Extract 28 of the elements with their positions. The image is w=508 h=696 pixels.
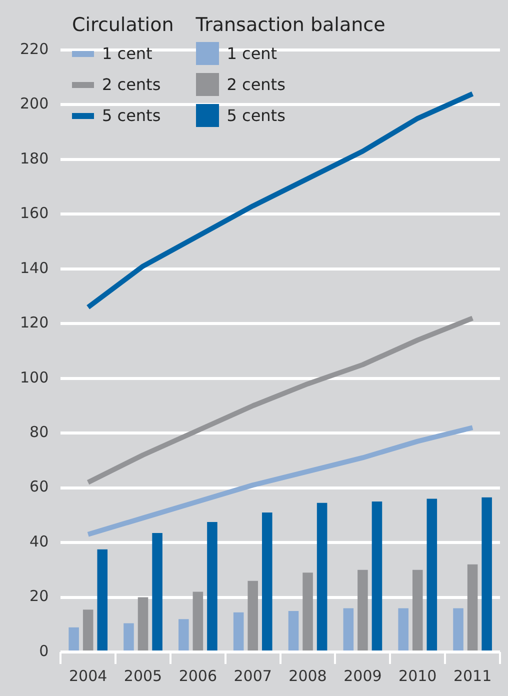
y-tick-label: 100: [20, 368, 49, 386]
x-tick-label: 2009: [344, 666, 382, 685]
y-tick-label: 160: [20, 204, 49, 222]
y-tick-label: 180: [20, 149, 49, 168]
y-tick-label: 80: [30, 422, 49, 441]
legend-label: 1 cent: [102, 44, 152, 63]
x-tick-label: 2011: [453, 666, 492, 685]
y-tick-label: 140: [20, 258, 49, 277]
x-tick-label: 2004: [68, 666, 108, 685]
legend-label: 5 cents: [226, 106, 286, 125]
legend-label: 5 cents: [102, 106, 161, 125]
y-tick-label: 20: [30, 587, 49, 606]
text: Circulation: [72, 14, 174, 36]
x-tick-label: 2007: [234, 666, 272, 685]
x-tick-label: 2006: [178, 666, 218, 685]
y-tick-label: 220: [20, 40, 49, 58]
x-tick-label: 2010: [398, 666, 437, 685]
y-tick-label: 40: [30, 532, 49, 550]
legend-label: 2 cents: [102, 75, 161, 94]
x-tick-label: 2005: [124, 666, 162, 685]
legend-label: 2 cents: [226, 75, 286, 94]
x-tick-label: 2008: [288, 666, 327, 685]
y-tick-label: 60: [30, 478, 49, 496]
y-tick-label: 0: [39, 642, 49, 660]
y-tick-label: 200: [20, 94, 49, 113]
legend-label: 1 cent: [226, 44, 278, 63]
text: Transaction balance: [196, 14, 386, 36]
y-tick-label: 120: [20, 314, 49, 332]
